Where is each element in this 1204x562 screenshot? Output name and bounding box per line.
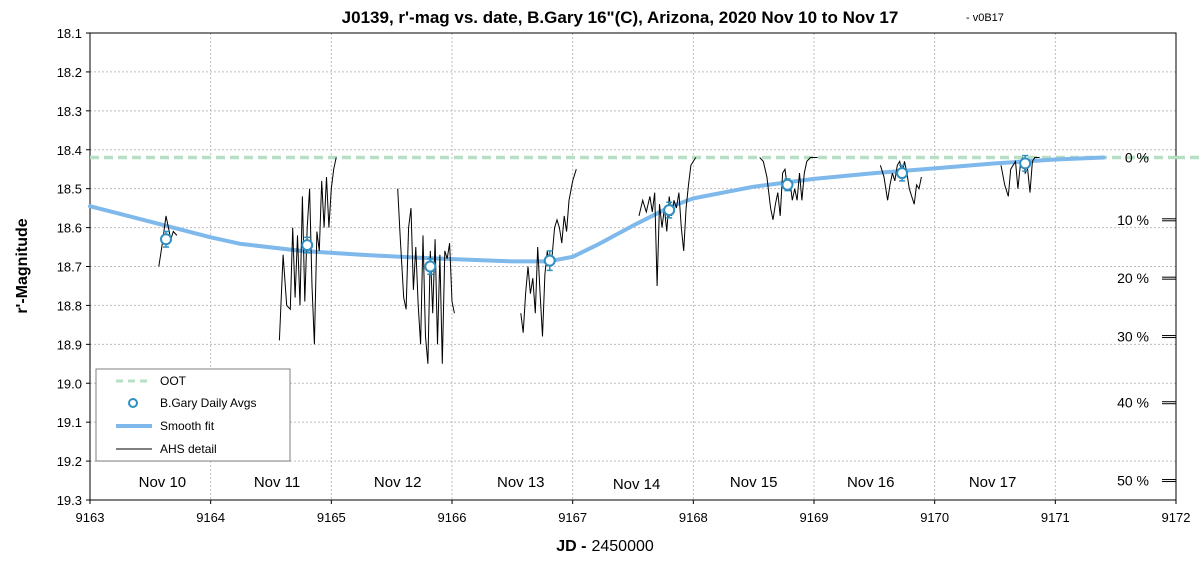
x-axis: 9163 9164 9165 9166 9167 9168 9169 9170 9171 9172 [76, 500, 1191, 525]
day-label: Nov 16 [847, 474, 895, 491]
daily-avg-point [301, 239, 314, 252]
daily-avg-point [896, 167, 909, 180]
daily-avg-point [781, 178, 794, 191]
daily-avg-point [663, 204, 676, 217]
ahs-detail-segment [397, 188, 455, 364]
legend-avgs-swatch [128, 398, 138, 408]
x-tick-label: 9168 [679, 510, 708, 525]
day-label: Nov 13 [497, 474, 545, 491]
legend-avgs-label: B.Gary Daily Avgs [160, 396, 256, 410]
ahs-detail-segment [278, 157, 337, 345]
y-tick-label: 18.5 [57, 182, 82, 197]
x-tick-label: 9167 [558, 510, 587, 525]
depth-label: 50 % [1117, 473, 1149, 489]
legend-ahs-label: AHS detail [160, 442, 217, 456]
chart-version: - v0B17 [966, 12, 1004, 24]
depth-label: 40 % [1117, 395, 1149, 411]
depth-label: 0 % [1125, 150, 1149, 166]
y-tick-label: 18.8 [57, 298, 82, 313]
y-tick-label: 18.9 [57, 337, 82, 352]
x-tick-label: 9165 [317, 510, 346, 525]
daily-avgs-series [160, 154, 1032, 276]
daily-avg-point [1019, 157, 1032, 170]
legend-oot-label: OOT [160, 374, 187, 388]
x-tick-label: 9172 [1162, 510, 1191, 525]
x-tick-label: 9169 [800, 510, 829, 525]
day-label: Nov 11 [254, 474, 300, 491]
y-tick-label: 18.7 [57, 260, 82, 275]
y-tick-label: 19.0 [57, 376, 82, 391]
day-label: Nov 10 [139, 474, 187, 491]
y-tick-label: 19.2 [57, 454, 82, 469]
depth-label: 20 % [1117, 270, 1149, 286]
x-tick-label: 9166 [438, 510, 467, 525]
chart-title: J0139, r'-mag vs. date, B.Gary 16"(C), A… [342, 8, 899, 27]
x-tick-label: 9170 [920, 510, 949, 525]
y-tick-label: 18.6 [57, 221, 82, 236]
day-label: Nov 14 [613, 476, 661, 493]
legend: OOT B.Gary Daily Avgs Smooth fit AHS det… [95, 368, 291, 462]
daily-avg-point [160, 233, 173, 246]
y-tick-label: 18.4 [57, 143, 82, 158]
day-label: Nov 12 [374, 474, 422, 491]
y-tick-label: 19.1 [57, 415, 82, 430]
depth-label: 10 % [1117, 212, 1149, 228]
ahs-detail-segment [638, 157, 697, 287]
day-labels: Nov 10 Nov 11 Nov 12 Nov 13 Nov 14 Nov 15 Nov … [139, 474, 1017, 493]
depth-scale: 0 % 10 % 20 % 30 % 40 % 50 % [1117, 150, 1176, 489]
y-axis-title: r'-Magnitude [14, 218, 31, 313]
daily-avg-point [543, 254, 556, 267]
x-tick-label: 9171 [1041, 510, 1070, 525]
y-axis: 18.1 18.2 18.3 18.4 18.5 18.6 18.7 18.8 18.9 19.0… [57, 26, 90, 508]
y-tick-label: 19.3 [57, 493, 82, 508]
daily-avg-point [424, 260, 437, 273]
depth-label: 30 % [1117, 329, 1149, 345]
day-label: Nov 15 [730, 474, 778, 491]
day-label: Nov 17 [969, 474, 1017, 491]
x-tick-label: 9163 [76, 510, 105, 525]
y-tick-label: 18.2 [57, 65, 82, 80]
x-axis-title: JD -2450000 [556, 538, 654, 555]
y-tick-label: 18.1 [57, 26, 82, 41]
x-tick-label: 9164 [196, 510, 225, 525]
y-tick-label: 18.3 [57, 104, 82, 119]
legend-smooth-label: Smooth fit [160, 419, 215, 433]
